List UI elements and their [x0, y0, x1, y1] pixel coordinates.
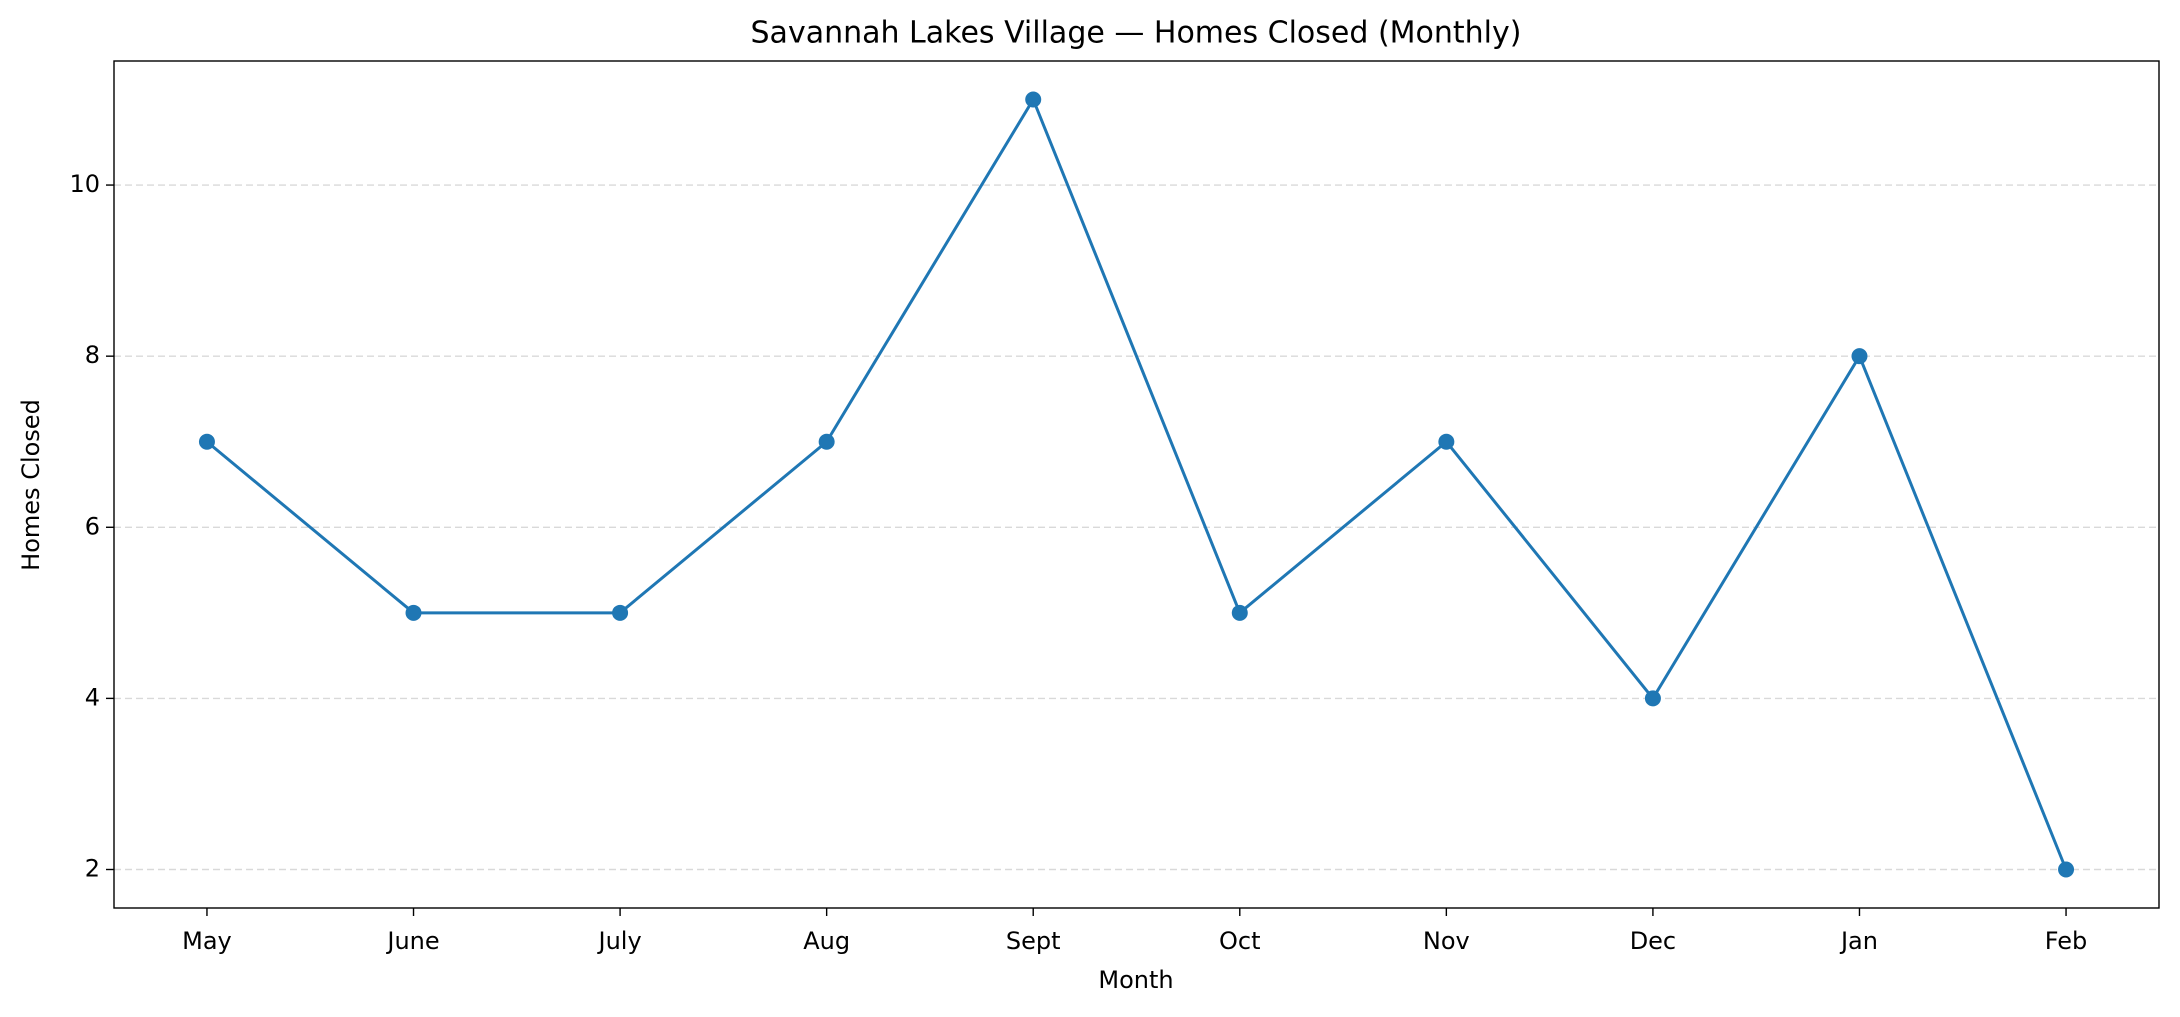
y-tick-label: 4	[85, 683, 100, 711]
x-tick-label: Nov	[1423, 927, 1470, 955]
data-point	[1851, 348, 1868, 365]
data-line	[205, 98, 2068, 871]
y-tick-label: 2	[85, 855, 100, 883]
y-tick-label: 10	[69, 170, 100, 198]
data-point	[1231, 604, 1248, 621]
x-tick-label: Aug	[803, 927, 850, 955]
y-tick-label: 6	[85, 512, 100, 540]
x-tick-label: Sept	[1006, 927, 1061, 955]
data-point	[1438, 433, 1455, 450]
data-point	[1025, 91, 1042, 108]
y-tick-label: 8	[85, 341, 100, 369]
chart-title: Savannah Lakes Village — Homes Closed (M…	[751, 16, 1522, 51]
data-point	[405, 604, 422, 621]
x-tick-label: June	[385, 927, 439, 955]
data-point	[818, 433, 835, 450]
plot-frame	[113, 60, 2160, 909]
x-axis-label: Month	[1098, 966, 1173, 994]
y-axis-label: Homes Closed	[17, 399, 45, 571]
x-tick-label: Feb	[2045, 927, 2088, 955]
x-tick-label: Jan	[1839, 927, 1878, 955]
data-point	[1644, 690, 1661, 707]
x-tick-label: Dec	[1630, 927, 1676, 955]
x-tick-label: May	[182, 927, 232, 955]
data-point	[198, 433, 215, 450]
x-tick-label: Oct	[1219, 927, 1261, 955]
x-tick-label: July	[596, 927, 641, 955]
data-point	[612, 604, 629, 621]
data-point	[2058, 861, 2075, 878]
